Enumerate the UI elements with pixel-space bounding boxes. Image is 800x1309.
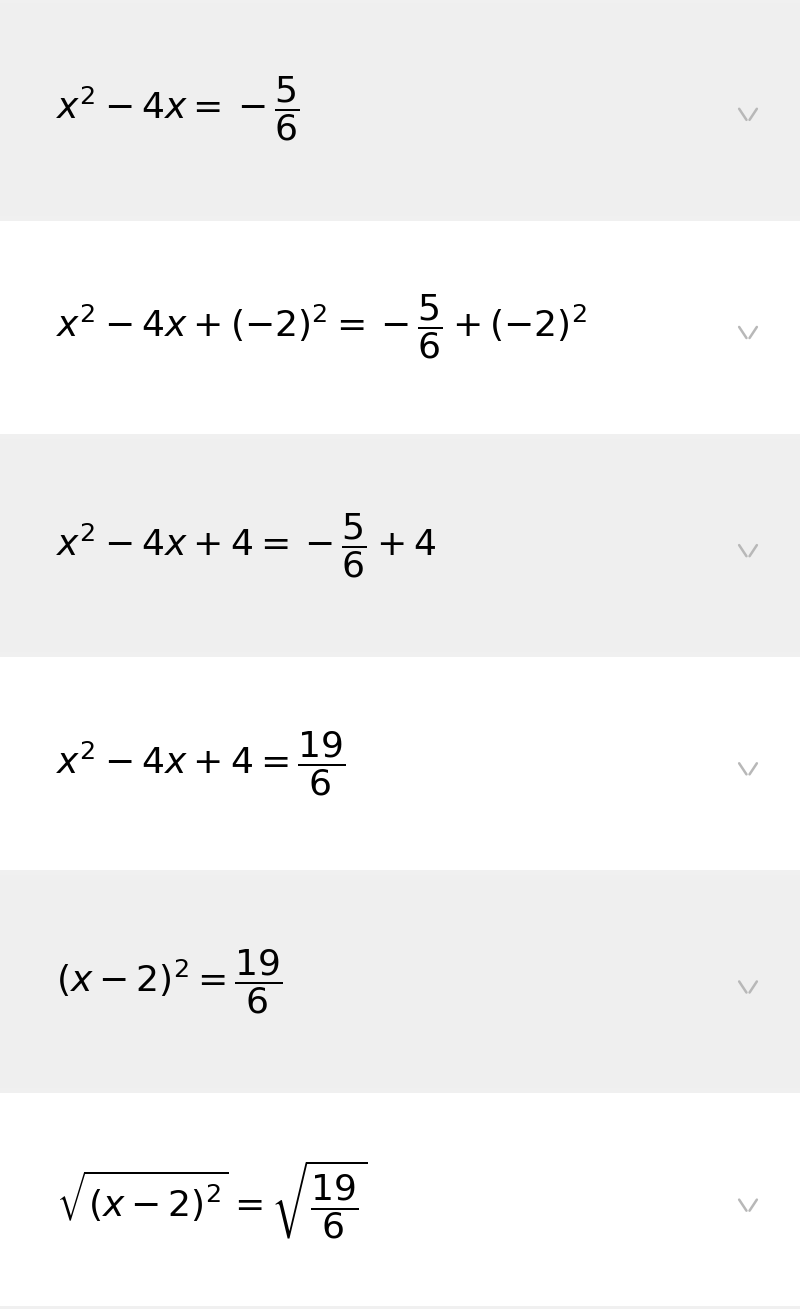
Bar (0, 439, 800, 652)
Text: $\sqrt{(x-2)^2} = \sqrt{\dfrac{19}{6}}$: $\sqrt{(x-2)^2} = \sqrt{\dfrac{19}{6}}$ (56, 1158, 367, 1241)
Text: $(x-2)^2 = \dfrac{19}{6}$: $(x-2)^2 = \dfrac{19}{6}$ (56, 948, 282, 1016)
Bar (0, 1093, 800, 1306)
Bar (0, 221, 800, 433)
Text: $x^2 - 4x = -\dfrac{5}{6}$: $x^2 - 4x = -\dfrac{5}{6}$ (56, 75, 299, 143)
Bar (0, 657, 800, 870)
Bar (0, 3, 800, 216)
Bar (0, 876, 800, 1088)
Text: $x^2 - 4x + 4 = -\dfrac{5}{6} + 4$: $x^2 - 4x + 4 = -\dfrac{5}{6} + 4$ (56, 512, 437, 580)
Text: $x^2 - 4x + (-2)^2 = -\dfrac{5}{6} + (-2)^2$: $x^2 - 4x + (-2)^2 = -\dfrac{5}{6} + (-2… (56, 293, 587, 361)
Text: $x^2 - 4x + 4 = \dfrac{19}{6}$: $x^2 - 4x + 4 = \dfrac{19}{6}$ (56, 729, 346, 797)
